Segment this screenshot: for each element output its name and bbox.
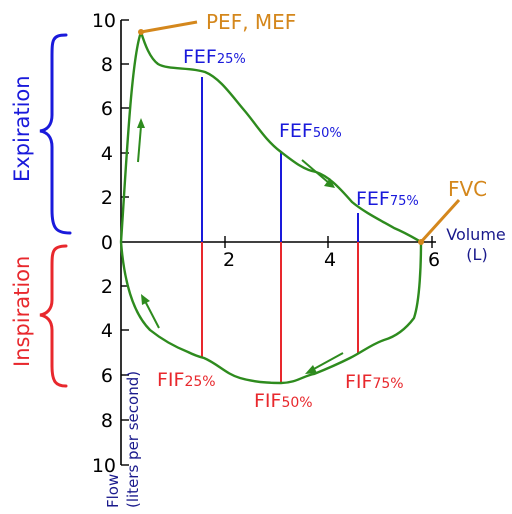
y-tick-label: 2 xyxy=(101,276,113,298)
y-tick-label: 0 xyxy=(101,232,113,254)
y-tick-label: 4 xyxy=(101,320,113,342)
fvc-annotation: FVC xyxy=(418,177,487,245)
axes: 10 8 6 4 2 0 2 4 6 8 10 2 4 6 Volume (L)… xyxy=(92,10,506,508)
arrow-up-inspiration-head xyxy=(141,294,150,305)
y-axis-unit: (liters per second) xyxy=(124,371,142,508)
y-tick-label: 10 xyxy=(92,10,116,32)
y-tick-label: 6 xyxy=(101,365,113,387)
arrow-down-expiration-head xyxy=(324,178,335,188)
arrow-up-expiration-head xyxy=(137,118,145,128)
arrow-left-inspiration-head xyxy=(305,365,317,374)
flow-direction-arrows xyxy=(137,118,344,374)
fif75-label: FIF75% xyxy=(345,371,404,393)
arrow-up-expiration xyxy=(137,125,142,163)
fef-markers xyxy=(201,77,359,242)
arrow-left-inspiration xyxy=(311,352,344,371)
fif25-label: FIF25% xyxy=(157,369,216,391)
fvc-point xyxy=(418,239,424,245)
expiration-brace xyxy=(39,33,72,235)
y-tick-label: 8 xyxy=(101,54,113,76)
pef-mef-label: PEF, MEF xyxy=(206,10,296,34)
y-tick-label: 8 xyxy=(101,410,113,432)
inspiration-brace xyxy=(39,244,68,388)
inspiration-label: Inspiration xyxy=(10,256,34,367)
fef25-label: FEF25% xyxy=(183,46,246,68)
arrow-down-expiration xyxy=(301,159,330,184)
pef-point xyxy=(138,29,144,35)
x-tick-label: 2 xyxy=(223,249,235,271)
y-tick-label: 6 xyxy=(101,98,113,120)
x-axis-label: Volume xyxy=(446,225,506,244)
y-tick-label: 2 xyxy=(101,187,113,209)
expiration-label: Expiration xyxy=(10,75,34,182)
fef75-label: FEF75% xyxy=(356,188,419,210)
inspiration-curve xyxy=(119,241,423,385)
fvc-label: FVC xyxy=(448,177,487,201)
fif-markers xyxy=(201,242,359,383)
fef50-label: FEF50% xyxy=(279,120,342,142)
x-tick-label: 6 xyxy=(428,249,440,271)
arrow-up-inspiration xyxy=(144,300,160,329)
x-tick-label: 4 xyxy=(324,249,336,271)
expiration-curve xyxy=(119,30,422,244)
y-tick-label: 10 xyxy=(92,455,116,477)
y-tick-label: 4 xyxy=(101,143,113,165)
y-axis-label: Flow xyxy=(104,474,122,508)
fif50-label: FIF50% xyxy=(254,390,313,412)
x-axis-unit: (L) xyxy=(466,245,487,264)
pef-mef-annotation: PEF, MEF xyxy=(138,10,296,35)
